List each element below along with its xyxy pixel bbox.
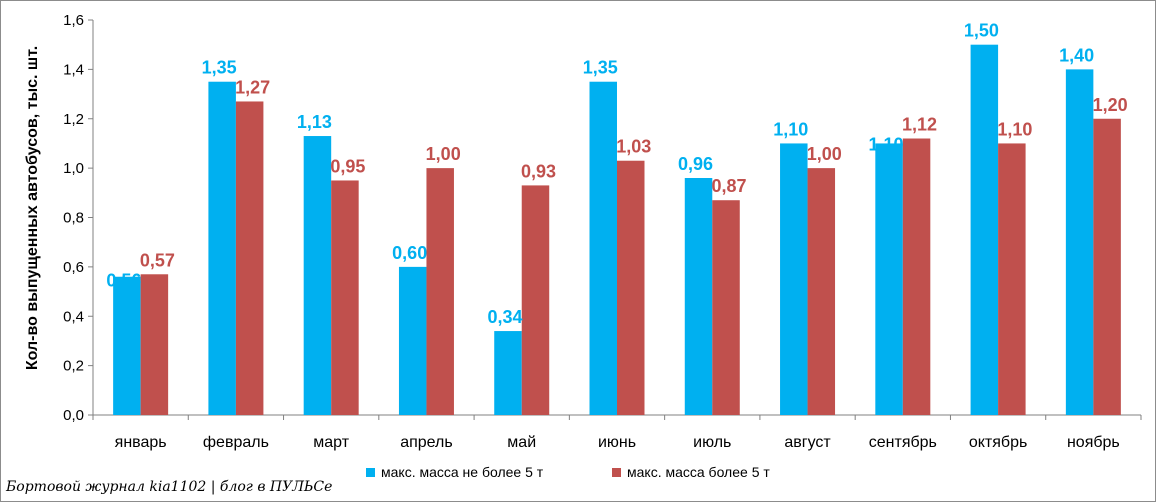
legend-swatch-heavy [612,468,621,477]
data-label-heavy: 1,10 [997,119,1032,139]
bar-light [684,178,713,415]
bar-heavy [235,101,264,415]
legend-label-heavy: макс. масса более 5 т [627,464,770,480]
data-label-heavy: 1,12 [902,115,937,135]
bar-light [113,276,141,415]
y-tick-label: 1,6 [63,12,84,29]
y-tick-label: 0,8 [63,210,84,227]
data-label-heavy: 1,20 [1093,95,1128,115]
data-label-light: 1,40 [1059,45,1094,65]
data-labels: 0,560,571,351,271,130,950,601,000,340,93… [106,21,1127,327]
bar-light [398,266,427,415]
y-tick-label: 0,0 [63,407,84,424]
bar-light [303,136,332,415]
x-tick-label: июнь [598,434,636,451]
bar-light [208,81,236,415]
data-label-heavy: 1,00 [807,144,842,164]
data-label-heavy: 0,95 [330,156,365,176]
bar-heavy [521,185,550,415]
bar-heavy [140,274,169,415]
data-label-light: 0,60 [392,243,427,263]
data-label-light: 1,50 [964,21,999,41]
bar-light [494,331,522,415]
y-tick-label: 0,2 [63,358,84,375]
legend: макс. масса не более 5 т макс. масса боле… [366,464,770,480]
bar-light [875,143,903,415]
x-tick-label: январь [115,434,167,451]
bar-heavy [617,160,645,415]
data-label-heavy: 0,93 [521,161,556,181]
bar-light [1065,69,1094,415]
bar-heavy [426,168,454,415]
y-axis-title: Кол-во выпущенных автобусов, тыс. шт. [24,46,41,370]
bar-heavy [712,200,740,415]
bar-light [589,81,617,415]
x-tick-label: октябрь [969,434,1027,451]
data-label-light: 1,35 [583,58,618,78]
y-tick-label: 1,4 [63,61,84,78]
data-label-heavy: 1,27 [235,78,270,98]
x-tick-label: апрель [400,434,453,451]
data-label-light: 0,96 [678,154,713,174]
data-label-light: 0,34 [487,307,522,327]
legend-label-light: макс. масса не более 5 т [381,464,544,480]
data-label-light: 1,35 [202,58,237,78]
legend-swatch-light [366,468,375,477]
y-axis: 0,0 0,2 0,4 0,6 0,8 1,0 1,2 1,4 1,6 [63,12,94,424]
x-tick-label: август [784,434,831,451]
y-tick-label: 0,4 [63,308,84,325]
bar-light [970,44,999,415]
y-tick-label: 0,6 [63,259,84,276]
data-label-heavy: 0,87 [711,176,746,196]
x-tick-label: февраль [203,434,269,451]
data-label-light: 1,10 [869,135,904,155]
bar-heavy [902,138,931,415]
x-tick-label: май [507,434,536,451]
bar-light [780,143,808,415]
y-tick-label: 1,2 [63,111,84,128]
x-tick-label: сентябрь [869,434,937,451]
data-label-heavy: 0,57 [140,250,175,270]
x-axis: январь февраль март апрель май июнь июль август… [92,414,1142,451]
bar-heavy [331,180,359,415]
data-label-light: 0,56 [106,270,141,290]
x-tick-label: июль [693,434,731,451]
data-label-heavy: 1,03 [616,137,651,157]
data-label-light: 1,13 [297,112,332,132]
bar-heavy [807,168,836,415]
x-tick-label: ноябрь [1067,434,1120,451]
y-tick-label: 1,0 [63,160,84,177]
bar-heavy [1093,118,1121,415]
x-tick-label: март [313,434,349,451]
data-label-heavy: 1,00 [426,144,461,164]
footer-caption: Бортовой журнал kia1102 | блог в ПУЛЬСе [6,479,333,495]
bar-heavy [998,143,1026,415]
bars [113,44,1121,415]
data-label-light: 1,10 [773,119,808,139]
